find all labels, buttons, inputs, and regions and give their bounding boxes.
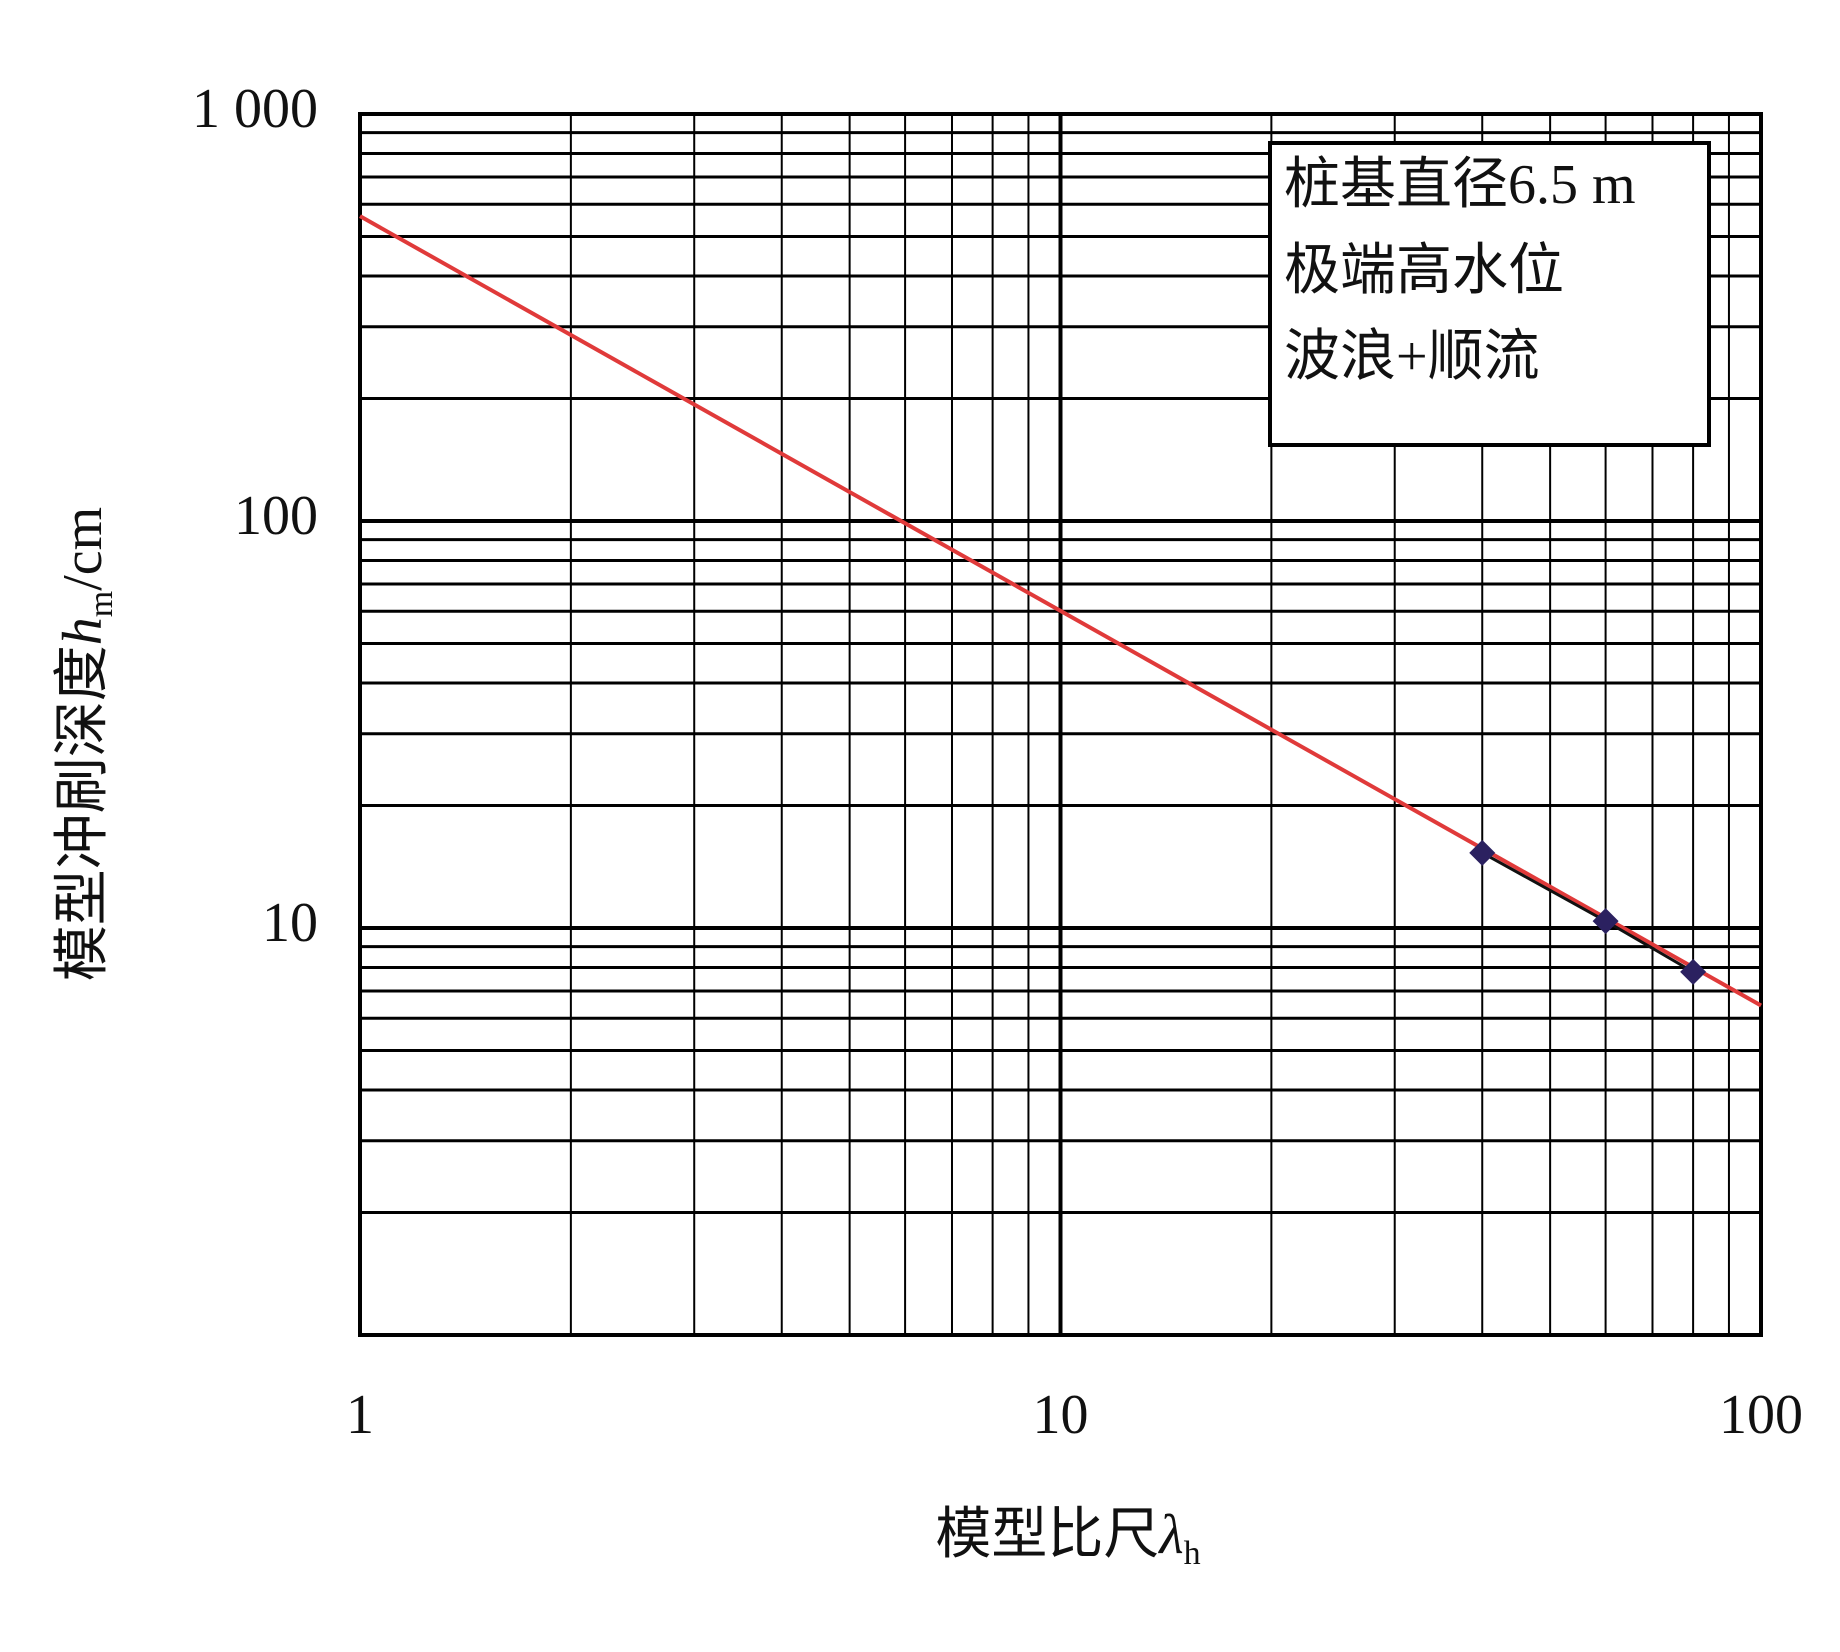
y-tick-label: 10 bbox=[262, 892, 318, 954]
y-axis-label: 模型冲刷深度hm/cm bbox=[52, 507, 120, 981]
x-tick-label: 10 bbox=[1033, 1384, 1089, 1446]
data-point bbox=[1592, 908, 1619, 935]
annotation-text: 桩基直径6.5 m bbox=[1284, 154, 1636, 216]
annotation-text: 波浪+顺流 bbox=[1284, 326, 1540, 388]
annotation-box bbox=[1268, 141, 1711, 447]
data-point bbox=[1680, 958, 1707, 985]
annotation-text: 极端高水位 bbox=[1284, 240, 1564, 302]
plot-border bbox=[358, 112, 1763, 1337]
y-tick-label: 100 bbox=[234, 485, 318, 547]
y-tick-label: 1 000 bbox=[192, 78, 318, 140]
x-axis-label: 模型比尺λh bbox=[935, 1504, 1200, 1572]
series-line bbox=[359, 214, 1762, 1008]
series-line bbox=[1481, 851, 1694, 974]
x-tick-label: 1 bbox=[346, 1384, 374, 1446]
x-tick-label: 100 bbox=[1719, 1384, 1803, 1446]
data-point bbox=[1469, 839, 1496, 866]
